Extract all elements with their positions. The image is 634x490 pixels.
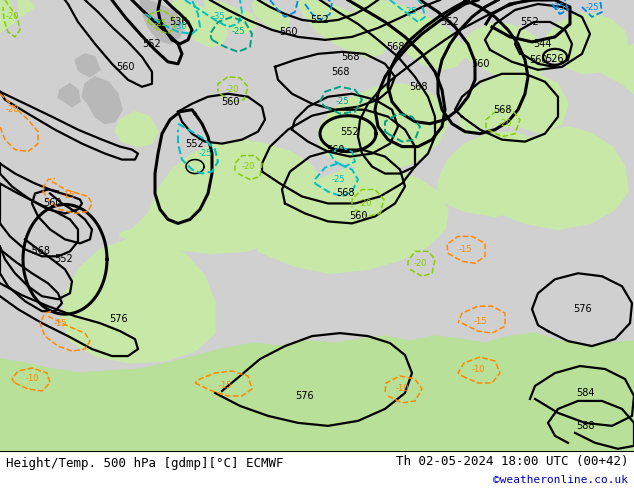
Polygon shape [0,333,634,451]
Text: 568: 568 [340,52,359,62]
Text: 568: 568 [493,105,511,115]
Text: 552: 552 [143,39,162,49]
Text: -15: -15 [458,245,472,254]
Text: 568: 568 [336,189,354,198]
Text: -25: -25 [153,20,167,28]
Text: -20: -20 [225,85,239,94]
Polygon shape [18,0,35,17]
Polygon shape [75,54,100,77]
Text: -20: -20 [242,162,255,171]
Polygon shape [58,84,80,107]
Polygon shape [0,0,15,32]
Text: 544: 544 [533,39,551,49]
Text: 584: 584 [576,388,594,398]
Text: -15: -15 [473,317,487,326]
Text: -25: -25 [331,175,345,184]
Text: -15: -15 [53,318,67,328]
Text: 526: 526 [546,54,564,64]
Polygon shape [542,14,628,74]
Polygon shape [252,0,290,30]
Text: 576: 576 [108,314,127,324]
Text: -20: -20 [413,259,427,268]
Text: 560: 560 [279,27,297,37]
Text: 552: 552 [340,126,359,137]
Text: -20: -20 [5,12,19,22]
Text: -35: -35 [211,12,225,22]
Text: 568: 568 [385,42,404,52]
Polygon shape [258,167,448,273]
Text: -10: -10 [395,385,409,393]
Text: -15: -15 [218,382,232,391]
Text: -568: -568 [29,246,51,256]
Text: 560: 560 [42,198,61,208]
Polygon shape [438,132,558,217]
Text: 552: 552 [441,17,460,27]
Text: 560: 560 [349,211,367,221]
Text: -25: -25 [231,27,245,36]
Text: 560: 560 [326,145,344,155]
Text: -30: -30 [173,23,187,31]
Polygon shape [140,0,185,44]
Text: Height/Temp. 500 hPa [gdmp][°C] ECMWF: Height/Temp. 500 hPa [gdmp][°C] ECMWF [6,457,283,470]
Polygon shape [318,84,448,172]
Polygon shape [298,0,388,57]
Text: -10: -10 [25,374,39,384]
Polygon shape [172,0,228,47]
Text: -20: -20 [498,119,512,128]
Text: 568: 568 [331,67,349,77]
Text: 560: 560 [529,55,547,65]
Text: 560: 560 [471,59,489,69]
Text: 560: 560 [221,97,239,107]
Text: 552: 552 [311,15,330,25]
Polygon shape [62,239,215,363]
Polygon shape [600,44,634,94]
Polygon shape [492,126,628,229]
Text: ©weatheronline.co.uk: ©weatheronline.co.uk [493,475,628,485]
Text: 568: 568 [409,82,427,92]
Text: Th 02-05-2024 18:00 UTC (00+42): Th 02-05-2024 18:00 UTC (00+42) [396,455,628,468]
Text: 536: 536 [169,17,187,27]
Text: -20: -20 [358,199,372,208]
Text: 576: 576 [295,391,314,401]
Text: -25: -25 [198,149,212,158]
Text: -25: -25 [335,97,349,106]
Text: -25: -25 [585,3,598,12]
Polygon shape [462,24,548,82]
Text: 576: 576 [573,304,592,314]
Text: 560: 560 [116,62,134,72]
Polygon shape [82,77,122,123]
Text: 552: 552 [186,139,204,148]
Text: 552: 552 [521,17,540,27]
Polygon shape [120,140,325,253]
Polygon shape [115,112,158,147]
Polygon shape [348,0,465,70]
Text: -35: -35 [551,3,565,12]
Text: 588: 588 [576,421,594,431]
Text: 552: 552 [55,254,74,264]
Text: -15: -15 [61,191,75,200]
Text: -20: -20 [5,105,19,114]
Text: -25: -25 [403,7,417,17]
Polygon shape [205,0,258,34]
Polygon shape [458,72,568,134]
Text: -10: -10 [471,365,485,373]
